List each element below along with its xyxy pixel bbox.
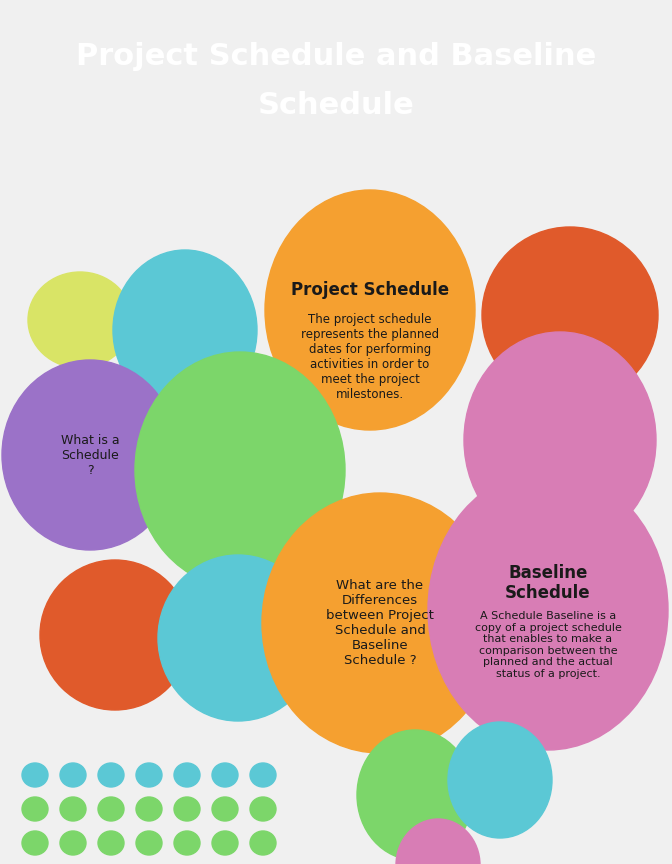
Ellipse shape [250, 763, 276, 787]
Text: Project Schedule and Baseline: Project Schedule and Baseline [76, 42, 596, 71]
Ellipse shape [428, 470, 668, 750]
Text: Baseline
Schedule: Baseline Schedule [505, 563, 591, 602]
Ellipse shape [212, 797, 238, 821]
Ellipse shape [135, 352, 345, 588]
Ellipse shape [60, 831, 86, 855]
Ellipse shape [174, 763, 200, 787]
Text: Project Schedule: Project Schedule [291, 281, 449, 299]
Ellipse shape [98, 763, 124, 787]
Ellipse shape [40, 560, 190, 710]
Ellipse shape [464, 332, 656, 548]
Ellipse shape [250, 797, 276, 821]
Ellipse shape [136, 831, 162, 855]
Text: The project schedule
represents the planned
dates for performing
activities in o: The project schedule represents the plan… [301, 313, 439, 401]
Ellipse shape [212, 763, 238, 787]
Ellipse shape [448, 722, 552, 838]
Ellipse shape [60, 763, 86, 787]
Ellipse shape [265, 190, 475, 430]
Text: A Schedule Baseline is a
copy of a project schedule
that enables to make a
compa: A Schedule Baseline is a copy of a proje… [474, 611, 622, 679]
Text: What is a
Schedule
?: What is a Schedule ? [60, 434, 120, 477]
Ellipse shape [250, 831, 276, 855]
Ellipse shape [482, 227, 658, 403]
Ellipse shape [212, 831, 238, 855]
Text: Schedule: Schedule [257, 91, 415, 120]
Ellipse shape [2, 360, 178, 550]
Ellipse shape [22, 763, 48, 787]
Ellipse shape [158, 555, 318, 721]
Ellipse shape [262, 493, 498, 753]
Ellipse shape [22, 797, 48, 821]
Ellipse shape [136, 763, 162, 787]
Ellipse shape [98, 797, 124, 821]
Ellipse shape [22, 831, 48, 855]
Ellipse shape [174, 831, 200, 855]
Ellipse shape [174, 797, 200, 821]
Ellipse shape [60, 797, 86, 821]
Ellipse shape [113, 250, 257, 410]
Text: What are the
Differences
between Project
Schedule and
Baseline
Schedule ?: What are the Differences between Project… [326, 579, 434, 667]
Ellipse shape [136, 797, 162, 821]
Ellipse shape [357, 730, 473, 860]
Ellipse shape [98, 831, 124, 855]
Ellipse shape [28, 272, 132, 368]
Ellipse shape [396, 819, 480, 864]
